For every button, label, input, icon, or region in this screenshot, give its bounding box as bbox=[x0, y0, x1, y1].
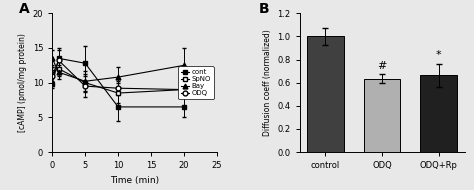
Bar bbox=[307, 36, 344, 152]
Y-axis label: Diffusion coeff (normalized): Diffusion coeff (normalized) bbox=[263, 29, 272, 136]
Bar bbox=[364, 79, 401, 152]
Text: *: * bbox=[436, 50, 441, 60]
Text: #: # bbox=[377, 60, 387, 70]
Y-axis label: [cAMP] (pmol/mg protein): [cAMP] (pmol/mg protein) bbox=[18, 33, 27, 132]
X-axis label: Time (min): Time (min) bbox=[110, 176, 159, 184]
Text: B: B bbox=[258, 2, 269, 16]
Bar bbox=[420, 75, 457, 152]
Legend: cont, SpNO, Bay, ODQ: cont, SpNO, Bay, ODQ bbox=[178, 66, 214, 99]
Text: A: A bbox=[19, 2, 30, 16]
